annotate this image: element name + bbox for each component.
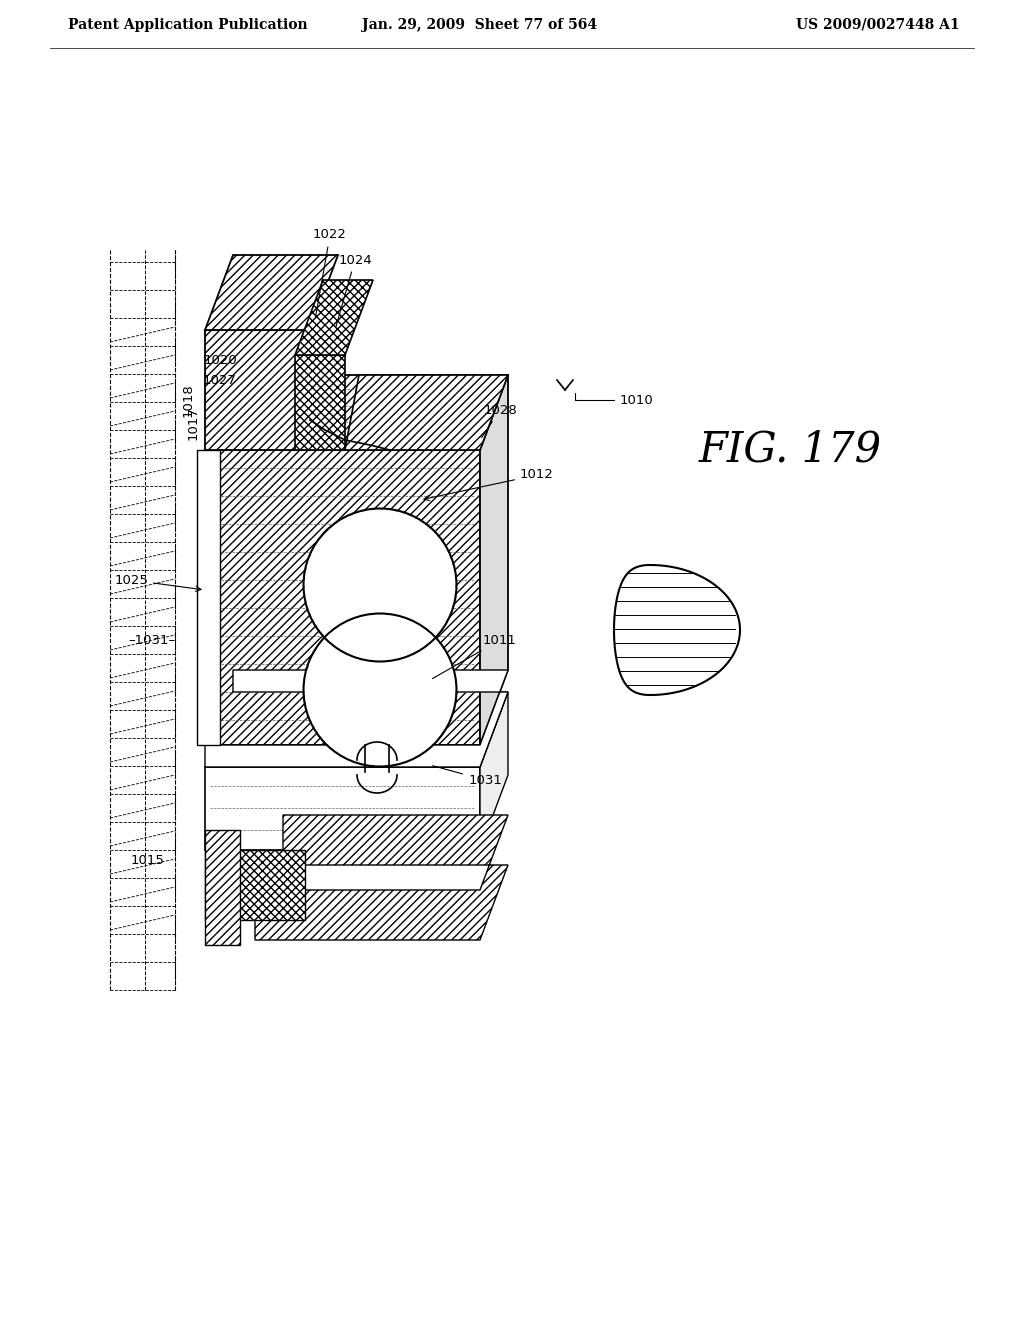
Polygon shape [480, 692, 508, 850]
Polygon shape [205, 450, 480, 744]
Text: 1022: 1022 [313, 228, 347, 317]
Polygon shape [205, 767, 480, 850]
Text: Jan. 29, 2009  Sheet 77 of 564: Jan. 29, 2009 Sheet 77 of 564 [362, 18, 598, 32]
Text: 1010: 1010 [575, 393, 653, 407]
Text: FIG. 179: FIG. 179 [698, 429, 882, 471]
Text: 1012: 1012 [424, 469, 554, 500]
Text: 1011: 1011 [432, 634, 517, 678]
Polygon shape [480, 375, 508, 744]
Polygon shape [345, 375, 508, 450]
Text: 1025: 1025 [114, 573, 201, 591]
Text: 1015: 1015 [131, 854, 165, 866]
Polygon shape [205, 671, 508, 767]
Polygon shape [205, 330, 310, 450]
Text: Patent Application Publication: Patent Application Publication [68, 18, 307, 32]
Text: 1017: 1017 [186, 407, 200, 440]
Circle shape [304, 615, 456, 766]
Polygon shape [205, 850, 305, 920]
Polygon shape [205, 255, 338, 330]
Polygon shape [295, 280, 373, 355]
Polygon shape [205, 830, 240, 945]
Text: 1024: 1024 [336, 253, 372, 327]
Text: 1031: 1031 [433, 766, 502, 787]
Circle shape [304, 510, 456, 660]
Text: 1020: 1020 [203, 354, 237, 367]
Polygon shape [205, 692, 508, 767]
Polygon shape [205, 375, 508, 450]
Text: 1028: 1028 [481, 404, 517, 438]
Polygon shape [197, 450, 220, 744]
Text: US 2009/0027448 A1: US 2009/0027448 A1 [797, 18, 961, 32]
Polygon shape [255, 814, 508, 940]
Text: 1018: 1018 [181, 383, 195, 417]
Polygon shape [614, 565, 740, 696]
Polygon shape [295, 355, 345, 450]
Text: 1027: 1027 [203, 374, 237, 387]
Text: –1031–: –1031– [128, 634, 175, 647]
